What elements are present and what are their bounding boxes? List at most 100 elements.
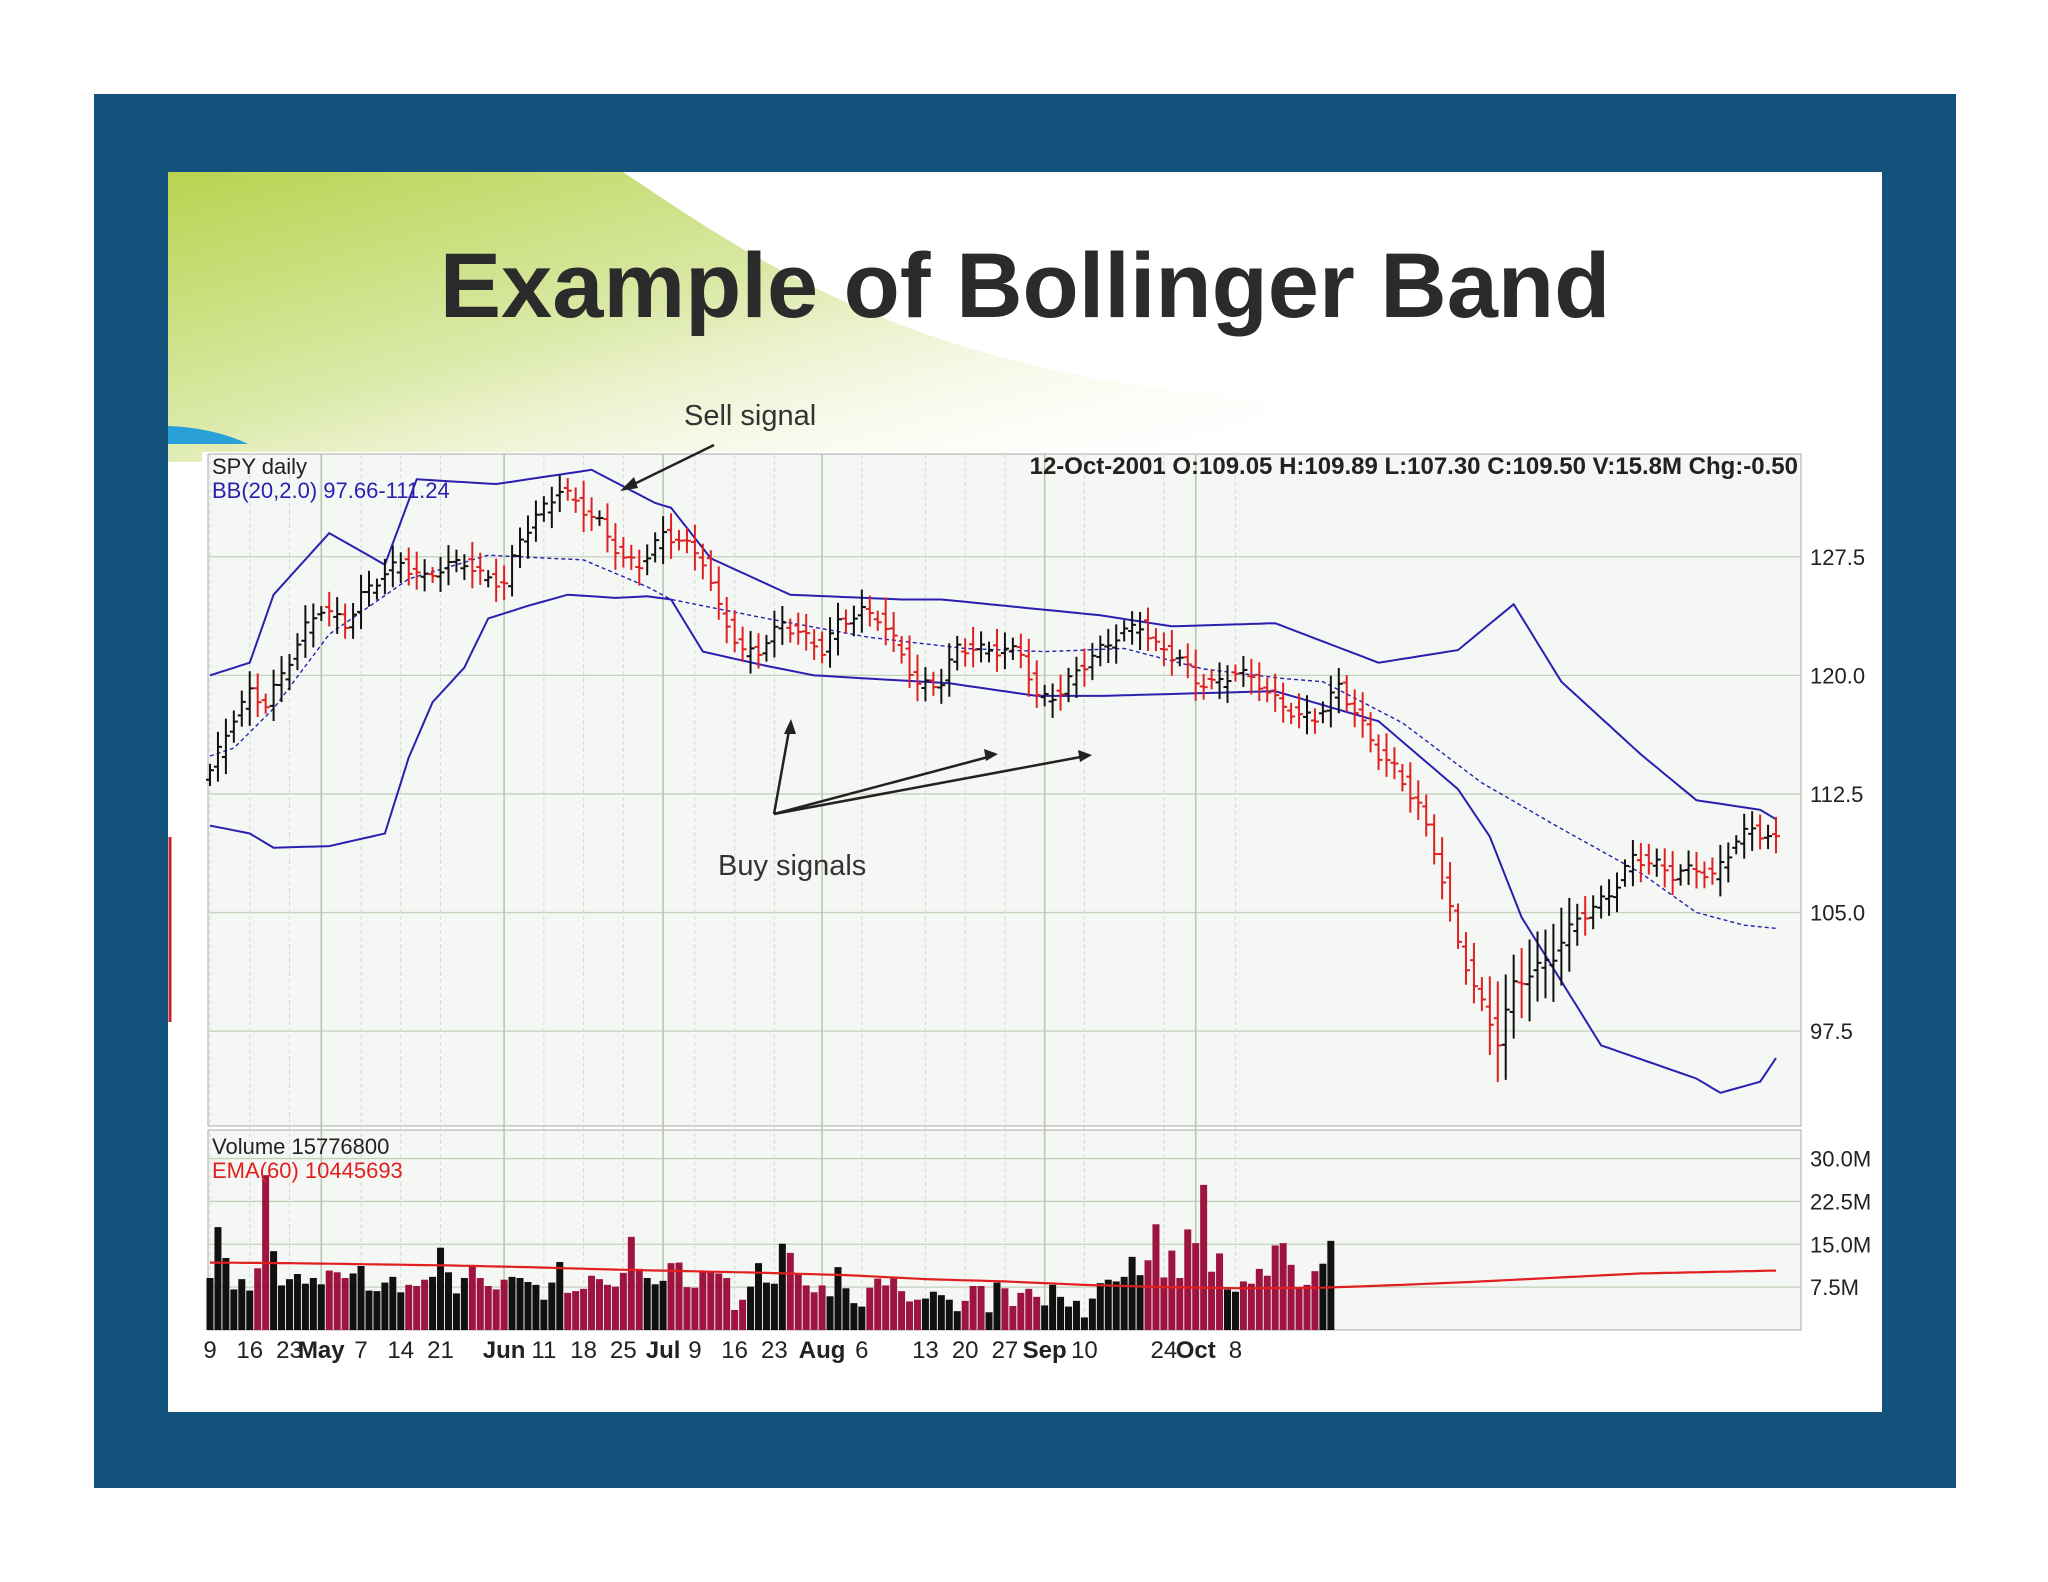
volume-bar [421,1279,429,1330]
price-tick-label: 120.0 [1810,663,1865,688]
ohlc-bar [841,609,850,634]
bollinger-lower-band [209,593,1777,1094]
volume-bar [238,1279,246,1330]
ohlc-bar [730,610,739,653]
volume-bar [723,1278,731,1330]
ohlc-bar [213,731,222,782]
ohlc-bar [285,653,294,691]
volume-bar [715,1273,723,1330]
ohlc-bar [818,631,827,664]
volume-bar [778,1243,786,1330]
ohlc-bar [1525,939,1534,1022]
ohlc-bar [969,626,978,668]
ohlc-bar [412,551,421,590]
ohlc-bar [913,654,922,702]
ohlc-bar [1342,675,1351,712]
price-header-readout: 12-Oct-2001 O:109.05 H:109.89 L:107.30 C… [1030,453,1798,480]
volume-bar [1136,1275,1144,1330]
price-chart-title: SPY daily [212,454,307,479]
ohlc-bar [1422,794,1431,837]
volume-bar [556,1262,564,1330]
ohlc-bar [229,710,238,743]
volume-bar [1065,1306,1073,1330]
ohlc-bar [531,500,540,542]
ohlc-bar [269,669,278,721]
ohlc-bar [1398,763,1407,792]
ohlc-bar [1732,835,1741,855]
volume-bar [651,1284,659,1330]
volume-bar [1025,1288,1033,1330]
ohlc-bar [1708,857,1717,885]
ohlc-bar [651,532,660,563]
volume-bar [961,1300,969,1330]
volume-bar [874,1278,882,1330]
volume-bar [397,1292,405,1330]
volume-bar [1231,1291,1239,1330]
volume-bar [1208,1271,1216,1330]
volume-bar [667,1263,675,1330]
x-tick-label: 24 [1151,1337,1178,1364]
ohlc-bar [1295,693,1304,729]
volume-bar [230,1289,238,1330]
volume-bar [588,1275,596,1330]
volume-bar [1041,1305,1049,1330]
ohlc-bar [929,671,938,696]
ohlc-bar [857,589,866,633]
bollinger-middle-band [209,554,1777,930]
ohlc-bar [961,638,970,667]
ohlc-bar [221,718,230,775]
ohlc-bar [1326,675,1335,728]
volume-bar [1303,1284,1311,1330]
ohlc-bar [1088,642,1097,681]
volume-bar [381,1282,389,1330]
volume-bar [214,1227,222,1330]
blue-accent [168,426,248,444]
ohlc-bar [1096,635,1105,667]
volume-bar [1120,1276,1128,1330]
ohlc-bar [1477,977,1486,1012]
ohlc-bar [1549,923,1558,1002]
x-tick-label: 6 [855,1337,868,1364]
ohlc-bar [444,545,453,586]
ohlc-bar [1207,669,1216,690]
ohlc-bar [1302,695,1311,735]
ohlc-bar [659,516,668,565]
volume-bar [1096,1283,1104,1330]
volume-bar [1009,1306,1017,1330]
volume-bar [460,1278,468,1330]
ohlc-bar [1652,848,1661,877]
ohlc-bar [1414,780,1423,820]
volume-bar [500,1279,508,1330]
x-tick-label: 25 [610,1337,637,1364]
x-tick-label: 8 [1229,1337,1242,1364]
volume-bar [293,1274,301,1330]
volume-bar [619,1272,627,1330]
buy-signals-label: Buy signals [718,850,867,882]
ohlc-bar [500,565,509,601]
ohlc-bar [1772,816,1780,854]
ohlc-bar [547,486,556,529]
volume-bar [1311,1271,1319,1330]
volume-bar [739,1299,747,1330]
ohlc-bar [492,558,501,603]
volume-bar [953,1311,961,1330]
ohlc-bar [1199,673,1208,700]
ohlc-bar [897,636,906,664]
volume-bar [405,1284,413,1330]
ohlc-bar [619,536,628,568]
ohlc-bar [1573,903,1582,946]
ohlc-bar [293,633,302,671]
ohlc-bar [1700,861,1709,889]
ohlc-bar [1183,643,1192,679]
x-tick-label: 9 [688,1337,701,1364]
slide: Example of Bollinger Band SPY daily BB(20… [168,172,1882,1412]
buy-arrowhead-1 [784,719,796,734]
ohlc-bar [1636,843,1645,883]
ohlc-bar [301,605,310,658]
volume-bar [762,1282,770,1330]
ohlc-bar [762,634,771,662]
volume-bar [691,1287,699,1330]
signal-arrows [620,443,1092,816]
volume-bar [413,1286,421,1330]
ohlc-bar [1620,859,1629,887]
